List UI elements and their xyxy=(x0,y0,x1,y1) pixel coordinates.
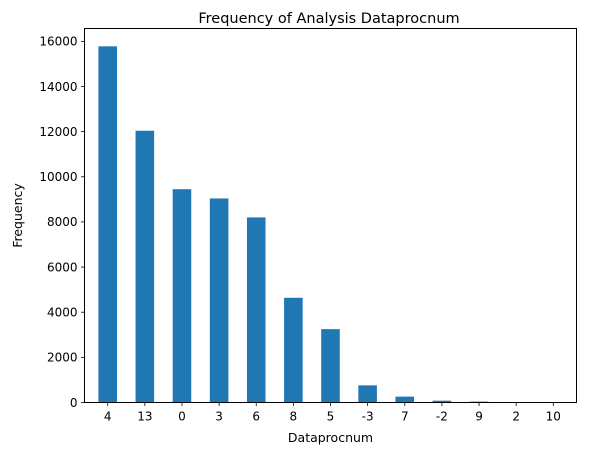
x-tick-label: 9 xyxy=(475,410,483,424)
y-tick-label: 10000 xyxy=(39,170,77,184)
x-tick-label: 7 xyxy=(401,410,409,424)
x-tick-label: 13 xyxy=(137,410,152,424)
bar-0 xyxy=(173,189,192,402)
y-tick-label: 2000 xyxy=(47,351,78,365)
chart-title: Frequency of Analysis Dataprocnum xyxy=(198,11,459,27)
x-axis-label: Dataprocnum xyxy=(288,430,373,445)
x-tick-label: 4 xyxy=(104,410,112,424)
y-axis-label: Frequency xyxy=(10,183,25,248)
x-tick-label: 0 xyxy=(178,410,186,424)
y-tick-label: 12000 xyxy=(39,125,77,139)
x-tick-label: -3 xyxy=(362,410,374,424)
x-tick-label: 2 xyxy=(512,410,520,424)
bar-3 xyxy=(210,198,229,402)
y-tick-label: 0 xyxy=(70,396,78,410)
x-tick-label: -2 xyxy=(436,410,448,424)
x-tick-label: 6 xyxy=(252,410,260,424)
bar-8 xyxy=(284,298,303,403)
bar-5 xyxy=(321,329,340,402)
x-axis: 4 13 0 3 6 8 5 -3 7 -2 9 2 10 xyxy=(104,403,561,424)
bar-6 xyxy=(247,217,266,402)
y-axis: 0 2000 4000 6000 8000 10000 12000 14000 16000 xyxy=(39,35,84,410)
x-tick-label: 5 xyxy=(327,410,335,424)
bar-4 xyxy=(98,46,117,402)
x-tick-label: 10 xyxy=(546,410,561,424)
y-tick-label: 6000 xyxy=(47,260,78,274)
y-tick-label: 14000 xyxy=(39,80,77,94)
x-tick-label: 8 xyxy=(290,410,298,424)
bar--3 xyxy=(358,385,377,402)
x-tick-label: 3 xyxy=(215,410,223,424)
bar-7 xyxy=(395,397,414,403)
y-tick-label: 8000 xyxy=(47,215,78,229)
bar-13 xyxy=(136,131,155,403)
y-tick-label: 16000 xyxy=(39,35,77,49)
y-tick-label: 4000 xyxy=(47,306,78,320)
bars xyxy=(98,46,562,402)
